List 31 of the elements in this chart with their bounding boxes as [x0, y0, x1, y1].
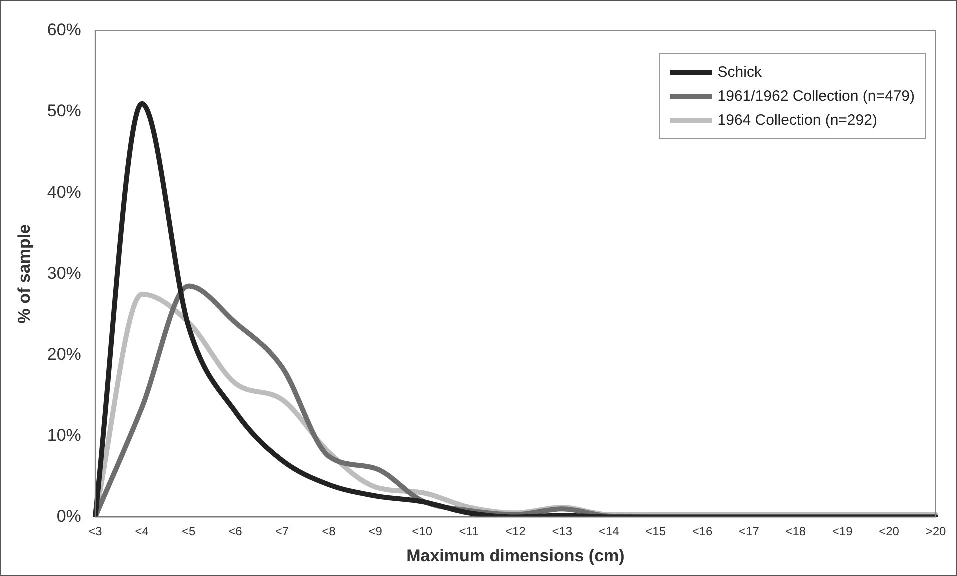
x-tick-label: <15 — [646, 524, 666, 539]
y-tick-label: 60% — [47, 20, 82, 40]
y-tick-label: 30% — [47, 264, 82, 283]
x-tick-label: <10 — [412, 524, 433, 539]
x-tick-label: >20 — [926, 524, 946, 539]
y-tick-label: 0% — [56, 506, 82, 526]
x-tick-label: <5 — [182, 524, 196, 539]
x-tick-label: <6 — [228, 524, 243, 539]
y-tick-label: 20% — [47, 344, 82, 364]
x-axis-title: Maximum dimensions (cm) — [406, 546, 625, 566]
x-tick-label: <19 — [832, 524, 854, 539]
x-tick-label: <17 — [739, 524, 760, 539]
x-tick-label: <4 — [135, 524, 150, 539]
x-tick-label: <8 — [322, 524, 336, 539]
y-tick-label: 10% — [47, 426, 82, 445]
x-tick-label: <13 — [552, 524, 573, 539]
x-tick-label: <9 — [368, 524, 383, 539]
x-tick-label: <14 — [598, 524, 620, 539]
x-tick-label: <20 — [879, 524, 900, 539]
legend-label: Schick — [718, 64, 762, 80]
x-tick-label: <7 — [275, 524, 290, 539]
x-tick-label: <11 — [459, 524, 480, 539]
x-tick-label: <12 — [506, 524, 526, 539]
legend-label: 1961/1962 Collection (n=479) — [718, 88, 915, 104]
x-tick-label: <3 — [88, 524, 103, 539]
x-tick-label: <18 — [786, 524, 806, 539]
y-tick-label: 40% — [47, 182, 82, 202]
y-tick-label: 50% — [47, 102, 82, 121]
y-axis-title: % of sample — [14, 224, 34, 324]
x-tick-label: <16 — [692, 524, 714, 539]
legend-label: 1964 Collection (n=292) — [718, 112, 878, 128]
